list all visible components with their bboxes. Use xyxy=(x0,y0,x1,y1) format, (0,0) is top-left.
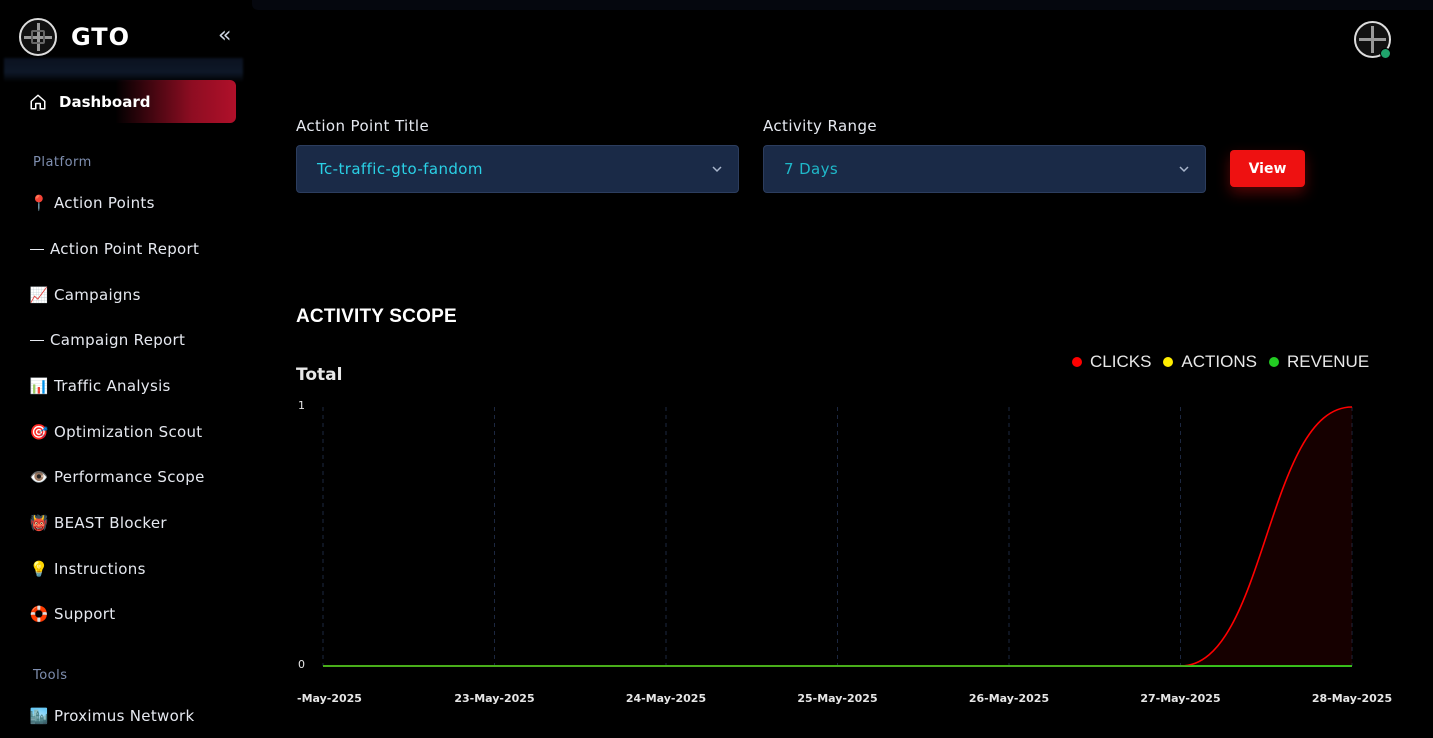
y-tick-label: 0 xyxy=(298,658,305,671)
x-tick-label: -May-2025 xyxy=(297,692,362,705)
sidebar-item-label: Proximus Network xyxy=(54,707,195,725)
x-tick-label: 26-May-2025 xyxy=(969,692,1049,705)
action-point-value: Tc-traffic-gto-fandom xyxy=(317,160,483,178)
sidebar-item-action-point-report[interactable]: Action Point Report xyxy=(29,240,199,258)
legend-item-actions[interactable]: ACTIONS xyxy=(1163,352,1257,372)
sidebar-item-instructions[interactable]: 💡 Instructions xyxy=(29,560,146,578)
lightbulb-icon: 💡 xyxy=(29,560,49,578)
target-icon: 🎯 xyxy=(29,423,49,441)
dash-icon xyxy=(30,248,44,250)
chevron-down-icon xyxy=(712,166,722,173)
sidebar-item-beast-blocker[interactable]: 👹 BEAST Blocker xyxy=(29,514,167,532)
legend-label: CLICKS xyxy=(1090,352,1152,371)
app-name: GTO xyxy=(71,23,131,51)
sidebar-item-label: BEAST Blocker xyxy=(54,514,167,532)
lifebuoy-icon: 🛟 xyxy=(29,605,49,623)
online-status-icon xyxy=(1380,48,1391,59)
y-tick-label: 1 xyxy=(298,399,305,412)
section-title-tools: Tools xyxy=(33,668,68,683)
bar-chart-icon: 📊 xyxy=(29,377,49,395)
section-title-activity-scope: ACTIVITY SCOPE xyxy=(296,306,457,327)
sidebar-item-dashboard[interactable]: Dashboard xyxy=(17,80,236,123)
sidebar-item-label: Campaigns xyxy=(54,286,141,304)
chart-legend: CLICKS ACTIONS REVENUE xyxy=(1072,352,1381,372)
sidebar-item-action-points[interactable]: 📍 Action Points xyxy=(29,194,155,212)
chart-title: Total xyxy=(296,365,343,385)
sidebar-item-label: Optimization Scout xyxy=(54,423,203,441)
sidebar-item-label: Campaign Report xyxy=(50,331,186,349)
sidebar-item-proximus-network[interactable]: 🏙️ Proximus Network xyxy=(29,707,195,725)
ogre-icon: 👹 xyxy=(29,514,49,532)
chart-up-icon: 📈 xyxy=(29,286,49,304)
sidebar-item-label: Support xyxy=(54,605,116,623)
sidebar-item-support[interactable]: 🛟 Support xyxy=(29,605,116,623)
x-tick-label: 27-May-2025 xyxy=(1140,692,1220,705)
sidebar-item-label: Traffic Analysis xyxy=(54,377,171,395)
gto-logo-icon xyxy=(19,18,57,56)
pin-icon: 📍 xyxy=(29,194,49,212)
activity-range-select[interactable]: 7 Days xyxy=(763,145,1206,193)
sidebar-item-campaigns[interactable]: 📈 Campaigns xyxy=(29,286,141,304)
sidebar-item-campaign-report[interactable]: Campaign Report xyxy=(29,331,185,349)
x-tick-label: 24-May-2025 xyxy=(626,692,706,705)
sidebar-item-label: Performance Scope xyxy=(54,468,205,486)
top-bar xyxy=(252,0,1433,10)
sidebar: GTO « Dashboard Platform 📍 Action Points… xyxy=(0,0,252,738)
sidebar-item-label: Instructions xyxy=(54,560,146,578)
city-icon: 🏙️ xyxy=(29,707,49,725)
legend-dot-icon xyxy=(1163,357,1174,367)
home-icon xyxy=(30,94,46,109)
legend-item-clicks[interactable]: CLICKS xyxy=(1072,352,1151,372)
activity-range-value: 7 Days xyxy=(784,160,839,178)
x-tick-label: 25-May-2025 xyxy=(797,692,877,705)
x-tick-label: 28-May-2025 xyxy=(1312,692,1392,705)
section-title-platform: Platform xyxy=(33,155,92,170)
action-point-label: Action Point Title xyxy=(296,117,430,135)
legend-label: ACTIONS xyxy=(1181,352,1257,371)
x-tick-label: 23-May-2025 xyxy=(454,692,534,705)
sidebar-item-label: Action Point Report xyxy=(50,240,200,258)
chevron-down-icon xyxy=(1179,166,1189,173)
legend-dot-icon xyxy=(1072,357,1082,367)
legend-item-revenue[interactable]: REVENUE xyxy=(1268,352,1370,372)
legend-dot-icon xyxy=(1268,357,1279,367)
sidebar-item-label: Dashboard xyxy=(59,92,151,111)
activity-range-label: Activity Range xyxy=(763,117,878,135)
eye-icon: 👁️ xyxy=(29,468,49,486)
series-area-clicks xyxy=(323,407,1352,666)
action-point-select[interactable]: Tc-traffic-gto-fandom xyxy=(296,145,739,193)
sidebar-item-optimization-scout[interactable]: 🎯 Optimization Scout xyxy=(29,423,203,441)
sidebar-divider xyxy=(4,58,243,82)
collapse-sidebar-icon[interactable]: « xyxy=(218,23,232,48)
sidebar-item-performance-scope[interactable]: 👁️ Performance Scope xyxy=(29,468,205,486)
legend-label: REVENUE xyxy=(1286,352,1370,371)
view-button[interactable]: View xyxy=(1230,150,1305,187)
brand[interactable]: GTO xyxy=(19,18,130,56)
sidebar-item-label: Action Points xyxy=(54,194,155,212)
dash-icon xyxy=(30,339,44,341)
sidebar-item-traffic-analysis[interactable]: 📊 Traffic Analysis xyxy=(29,377,171,395)
